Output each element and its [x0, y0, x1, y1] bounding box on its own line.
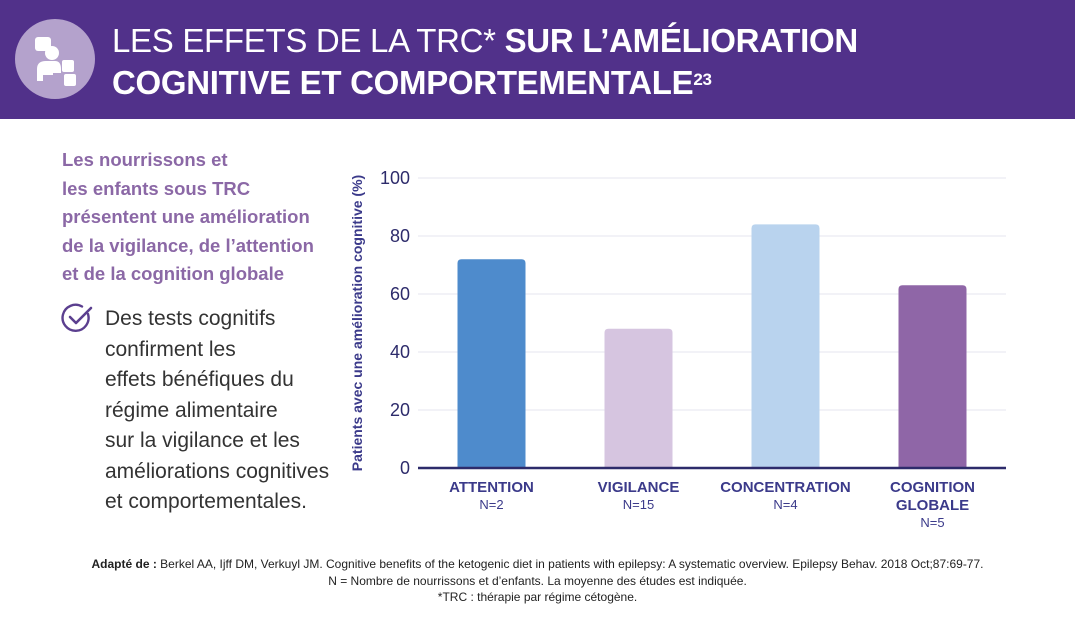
title-reference: 23: [693, 70, 712, 89]
y-tick-label: 20: [390, 400, 410, 420]
footer-note-trc: *TRC : thérapie par régime cétogène.: [437, 590, 638, 604]
bullet-line: Des tests cognitifs: [105, 307, 276, 330]
x-category-label: COGNITION: [890, 479, 975, 496]
bullet-line: sur la vigilance et les: [105, 429, 300, 452]
x-sample-size-label: N=4: [773, 497, 797, 512]
footer-source-label: Adapté de :: [91, 557, 157, 571]
footer-source-text: Berkel AA, Ijff DM, Verkuyl JM. Cognitiv…: [156, 557, 984, 571]
y-tick-label: 0: [400, 458, 410, 478]
x-category-labels: ATTENTIONN=2VIGILANCEN=15CONCENTRATIONN=…: [449, 479, 975, 530]
lead-line: Les nourrissons et: [62, 149, 228, 170]
lead-line: et de la cognition globale: [62, 263, 285, 284]
bullet-line: confirment les: [105, 337, 236, 361]
x-category-label: GLOBALE: [896, 497, 969, 514]
bullet-line: améliorations cognitives: [105, 459, 330, 483]
lead-statement: Les nourrissons et les enfants sous TRC …: [62, 146, 347, 289]
page-title: LES EFFETS DE LA TRC* SUR L’AMÉLIORATION…: [112, 20, 858, 104]
x-sample-size-label: N=15: [623, 497, 654, 512]
bullet-line: régime alimentaire: [105, 398, 278, 422]
header-badge: [15, 19, 95, 99]
title-light: LES EFFETS DE LA TRC*: [112, 22, 496, 59]
title-bold-line-1: SUR L’AMÉLIORATION: [504, 22, 859, 59]
lead-line: les enfants sous TRC: [62, 177, 251, 199]
x-category-label: ATTENTION: [449, 479, 534, 496]
footer-notes: Adapté de : Berkel AA, Ijff DM, Verkuyl …: [0, 556, 1075, 606]
y-tick-label: 100: [380, 168, 410, 188]
x-category-label: CONCENTRATION: [720, 479, 851, 496]
x-sample-size-label: N=5: [920, 515, 944, 530]
bullet-line: effets bénéfiques du: [105, 368, 294, 391]
y-tick-label: 80: [390, 226, 410, 246]
x-category-label: VIGILANCE: [598, 479, 680, 496]
footer-source: Adapté de : Berkel AA, Ijff DM, Verkuyl …: [0, 556, 1075, 573]
header-banner: LES EFFETS DE LA TRC* SUR L’AMÉLIORATION…: [0, 0, 1075, 119]
bars-layer: [457, 224, 967, 468]
bullet-text: Des tests cognitifs confirment les effet…: [105, 304, 329, 518]
footer-note-n: N = Nombre de nourrissons et d’enfants. …: [328, 573, 747, 588]
bar: [898, 285, 967, 468]
y-axis-title: Patients avec une amélioration cognitive…: [349, 175, 365, 471]
bar: [457, 259, 526, 468]
bullet-line: et comportementales.: [105, 490, 307, 513]
lead-line: présentent une amélioration: [62, 206, 310, 227]
y-tick-label: 40: [390, 342, 410, 362]
y-tick-label: 60: [390, 284, 410, 304]
lead-line: de la vigilance, de l’attention: [62, 234, 314, 256]
y-tick-labels: 0 20 40 60 80 100: [380, 168, 410, 478]
title-bold-line-2: COGNITIVE ET COMPORTEMENTALE: [112, 64, 694, 101]
bar: [751, 224, 820, 468]
checkmark-circle-icon: [61, 303, 93, 332]
bar: [604, 328, 673, 468]
x-sample-size-label: N=2: [479, 497, 503, 512]
child-playing-blocks-icon: [35, 37, 76, 86]
